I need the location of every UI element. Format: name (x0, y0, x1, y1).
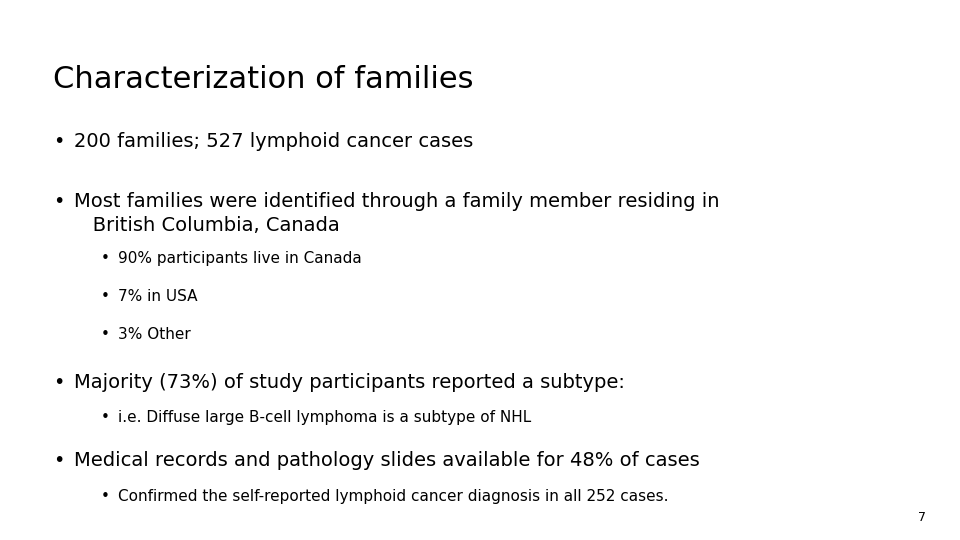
Text: •: • (53, 132, 64, 151)
Text: 200 families; 527 lymphoid cancer cases: 200 families; 527 lymphoid cancer cases (74, 132, 473, 151)
Text: •: • (101, 251, 109, 266)
Text: Confirmed the self-reported lymphoid cancer diagnosis in all 252 cases.: Confirmed the self-reported lymphoid can… (118, 489, 668, 504)
Text: •: • (101, 327, 109, 342)
Text: •: • (101, 289, 109, 304)
Text: 7: 7 (919, 511, 926, 524)
Text: •: • (101, 489, 109, 504)
Text: Most families were identified through a family member residing in
   British Col: Most families were identified through a … (74, 192, 719, 235)
Text: •: • (53, 192, 64, 211)
Text: 7% in USA: 7% in USA (118, 289, 198, 304)
Text: 3% Other: 3% Other (118, 327, 191, 342)
Text: Majority (73%) of study participants reported a subtype:: Majority (73%) of study participants rep… (74, 373, 625, 392)
Text: •: • (101, 410, 109, 426)
Text: i.e. Diffuse large B-cell lymphoma is a subtype of NHL: i.e. Diffuse large B-cell lymphoma is a … (118, 410, 531, 426)
Text: Medical records and pathology slides available for 48% of cases: Medical records and pathology slides ava… (74, 451, 700, 470)
Text: Characterization of families: Characterization of families (53, 65, 473, 94)
Text: •: • (53, 373, 64, 392)
Text: 90% participants live in Canada: 90% participants live in Canada (118, 251, 362, 266)
Text: •: • (53, 451, 64, 470)
